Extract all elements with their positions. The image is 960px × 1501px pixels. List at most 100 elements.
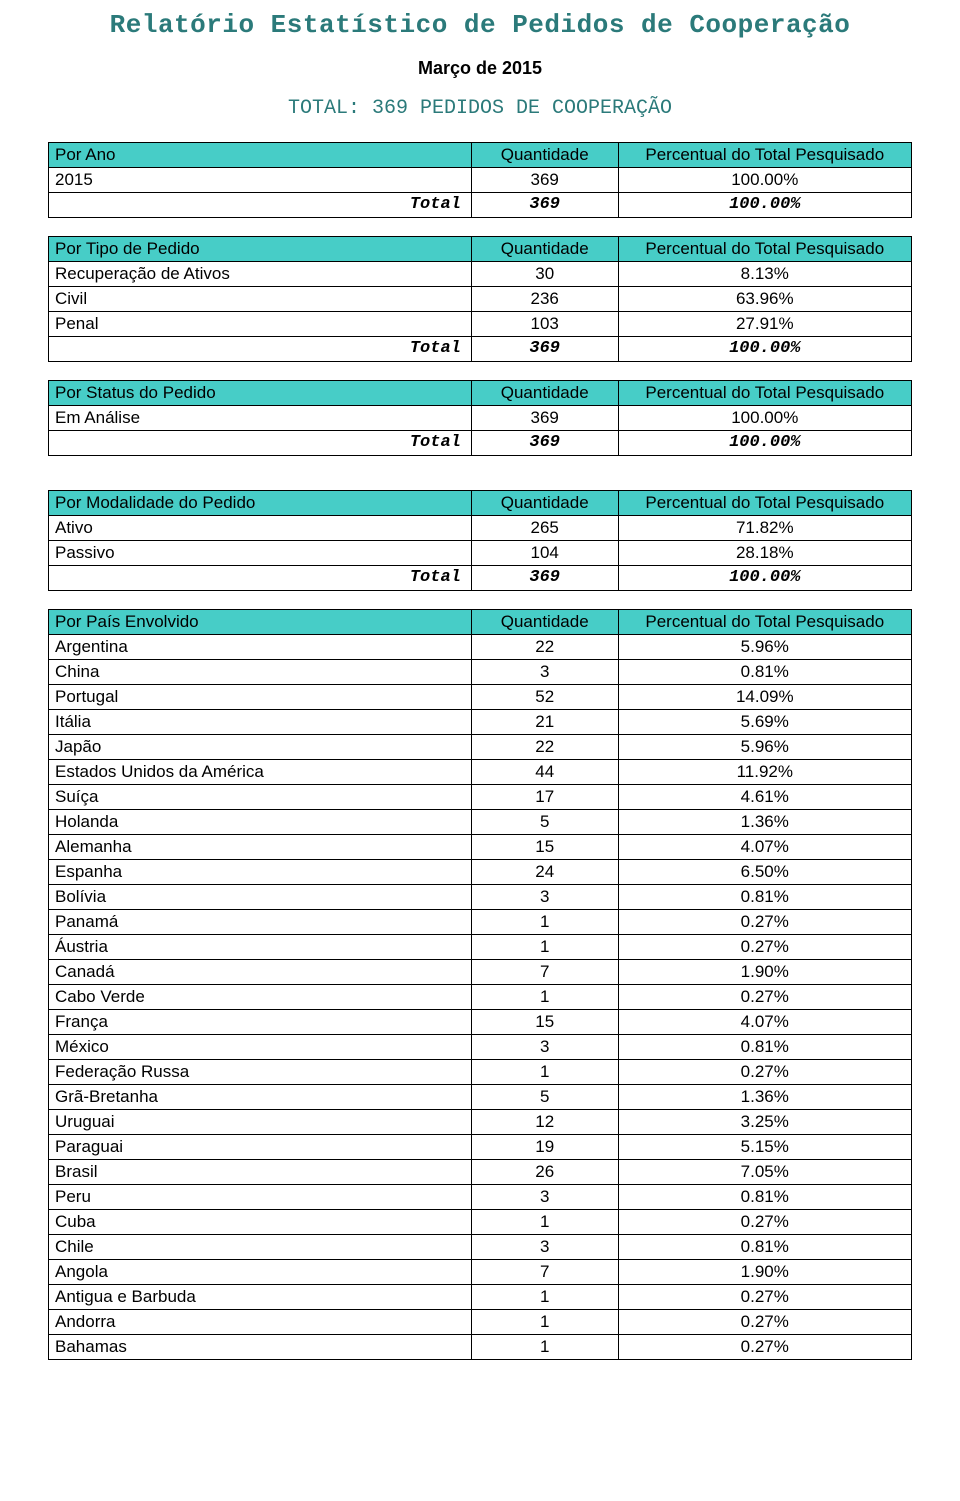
- table-row: Chile30.81%: [49, 1235, 912, 1260]
- table-row: Brasil267.05%: [49, 1160, 912, 1185]
- row-label: Alemanha: [49, 835, 472, 860]
- row-qty: 52: [471, 685, 618, 710]
- report-title: Relatório Estatístico de Pedidos de Coop…: [48, 10, 912, 40]
- row-label: Cuba: [49, 1210, 472, 1235]
- table-header-label: Por Modalidade do Pedido: [49, 491, 472, 516]
- row-pct: 0.81%: [618, 1235, 911, 1260]
- table-row: Argentina225.96%: [49, 635, 912, 660]
- total-pct: 100.00%: [618, 337, 911, 362]
- row-label: 2015: [49, 168, 472, 193]
- row-pct: 100.00%: [618, 406, 911, 431]
- total-pct: 100.00%: [618, 431, 911, 456]
- row-pct: 5.15%: [618, 1135, 911, 1160]
- row-pct: 0.27%: [618, 1335, 911, 1360]
- row-qty: 1: [471, 1310, 618, 1335]
- row-label: Estados Unidos da América: [49, 760, 472, 785]
- total-qty: 369: [471, 193, 618, 218]
- table-row: Andorra10.27%: [49, 1310, 912, 1335]
- report-table: Por Tipo de PedidoQuantidadePercentual d…: [48, 236, 912, 362]
- row-qty: 30: [471, 262, 618, 287]
- row-label: Federação Russa: [49, 1060, 472, 1085]
- row-pct: 3.25%: [618, 1110, 911, 1135]
- row-pct: 0.27%: [618, 910, 911, 935]
- row-qty: 1: [471, 985, 618, 1010]
- row-qty: 26: [471, 1160, 618, 1185]
- row-label: Espanha: [49, 860, 472, 885]
- row-label: Passivo: [49, 541, 472, 566]
- row-qty: 7: [471, 960, 618, 985]
- table-total-row: Total369100.00%: [49, 337, 912, 362]
- row-pct: 0.27%: [618, 1210, 911, 1235]
- table-row: Japão225.96%: [49, 735, 912, 760]
- row-label: Chile: [49, 1235, 472, 1260]
- row-pct: 0.27%: [618, 1310, 911, 1335]
- table-row: Antigua e Barbuda10.27%: [49, 1285, 912, 1310]
- table-row: Bahamas10.27%: [49, 1335, 912, 1360]
- row-pct: 1.90%: [618, 960, 911, 985]
- row-pct: 100.00%: [618, 168, 911, 193]
- row-pct: 7.05%: [618, 1160, 911, 1185]
- table-row: Penal10327.91%: [49, 312, 912, 337]
- row-qty: 7: [471, 1260, 618, 1285]
- table-row: Cabo Verde10.27%: [49, 985, 912, 1010]
- row-label: Penal: [49, 312, 472, 337]
- row-pct: 5.96%: [618, 735, 911, 760]
- row-qty: 1: [471, 1335, 618, 1360]
- table-header-pct: Percentual do Total Pesquisado: [618, 143, 911, 168]
- table-row: Suíça174.61%: [49, 785, 912, 810]
- row-label: Áustria: [49, 935, 472, 960]
- row-qty: 1: [471, 1060, 618, 1085]
- row-pct: 0.81%: [618, 1185, 911, 1210]
- table-row: Recuperação de Ativos308.13%: [49, 262, 912, 287]
- report-month: Março de 2015: [48, 58, 912, 79]
- total-label: Total: [49, 566, 472, 591]
- row-label: Uruguai: [49, 1110, 472, 1135]
- row-label: Holanda: [49, 810, 472, 835]
- row-pct: 5.69%: [618, 710, 911, 735]
- row-label: Brasil: [49, 1160, 472, 1185]
- row-qty: 3: [471, 1235, 618, 1260]
- table-row: Peru30.81%: [49, 1185, 912, 1210]
- row-qty: 104: [471, 541, 618, 566]
- table-header-pct: Percentual do Total Pesquisado: [618, 491, 911, 516]
- row-label: Em Análise: [49, 406, 472, 431]
- table-row: Espanha246.50%: [49, 860, 912, 885]
- total-qty: 369: [471, 566, 618, 591]
- report-page: Relatório Estatístico de Pedidos de Coop…: [0, 0, 960, 1408]
- row-label: França: [49, 1010, 472, 1035]
- row-pct: 8.13%: [618, 262, 911, 287]
- report-table: Por Status do PedidoQuantidadePercentual…: [48, 380, 912, 456]
- row-label: Bolívia: [49, 885, 472, 910]
- row-pct: 63.96%: [618, 287, 911, 312]
- report-total-line: TOTAL: 369 PEDIDOS DE COOPERAÇÃO: [48, 97, 912, 120]
- row-pct: 11.92%: [618, 760, 911, 785]
- tables-container: Por AnoQuantidadePercentual do Total Pes…: [48, 142, 912, 1360]
- row-qty: 1: [471, 1285, 618, 1310]
- report-table: Por País EnvolvidoQuantidadePercentual d…: [48, 609, 912, 1360]
- row-qty: 15: [471, 835, 618, 860]
- table-header-row: Por País EnvolvidoQuantidadePercentual d…: [49, 610, 912, 635]
- table-header-row: Por Tipo de PedidoQuantidadePercentual d…: [49, 237, 912, 262]
- row-qty: 103: [471, 312, 618, 337]
- row-label: Grã-Bretanha: [49, 1085, 472, 1110]
- row-pct: 5.96%: [618, 635, 911, 660]
- row-qty: 24: [471, 860, 618, 885]
- table-header-pct: Percentual do Total Pesquisado: [618, 381, 911, 406]
- row-pct: 71.82%: [618, 516, 911, 541]
- row-qty: 19: [471, 1135, 618, 1160]
- row-label: Bahamas: [49, 1335, 472, 1360]
- table-header-qty: Quantidade: [471, 237, 618, 262]
- table-row: Grã-Bretanha51.36%: [49, 1085, 912, 1110]
- total-pct: 100.00%: [618, 193, 911, 218]
- table-row: China30.81%: [49, 660, 912, 685]
- report-table: Por Modalidade do PedidoQuantidadePercen…: [48, 490, 912, 591]
- row-label: Paraguai: [49, 1135, 472, 1160]
- row-pct: 0.27%: [618, 1060, 911, 1085]
- table-header-pct: Percentual do Total Pesquisado: [618, 237, 911, 262]
- row-pct: 1.36%: [618, 1085, 911, 1110]
- table-row: Cuba10.27%: [49, 1210, 912, 1235]
- row-label: México: [49, 1035, 472, 1060]
- row-pct: 1.90%: [618, 1260, 911, 1285]
- table-header-label: Por País Envolvido: [49, 610, 472, 635]
- table-row: Federação Russa10.27%: [49, 1060, 912, 1085]
